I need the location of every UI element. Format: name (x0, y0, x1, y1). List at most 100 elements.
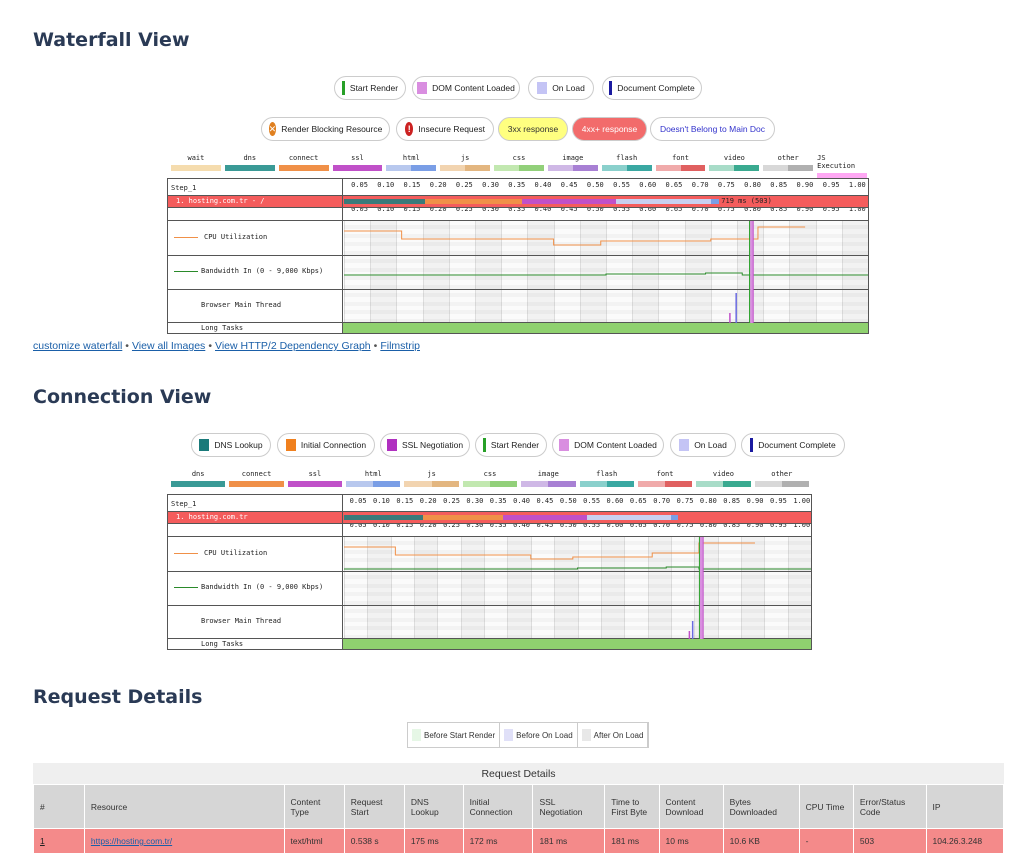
tick-label: 0.85 (723, 521, 741, 529)
tick-label: 0.70 (653, 497, 671, 505)
legend-flash: flash (578, 470, 636, 487)
request-row[interactable]: 1. hosting.com.tr - / 719 ms (503) (168, 196, 868, 207)
tick-label: 1.00 (793, 521, 811, 529)
initial-connection-swatch (285, 439, 296, 451)
grid-column (437, 537, 462, 639)
view-http2-graph-link[interactable]: View HTTP/2 Dependency Graph (215, 340, 371, 352)
grid-column (841, 221, 868, 323)
flag-insecure-request: ! Insecure Request (396, 117, 494, 141)
column-header: Resource (83, 784, 285, 829)
tick-label: 0.20 (429, 181, 447, 189)
dns-lookup-swatch (199, 439, 210, 451)
tick-label: 0.35 (508, 181, 526, 189)
cell-value: - (805, 836, 809, 846)
legend-swatch (494, 165, 544, 171)
start-render-line (698, 537, 700, 639)
marker-label: Start Render (490, 440, 540, 450)
marker-label: Start Render (349, 83, 399, 93)
tick-label: 0.10 (377, 205, 395, 213)
dom-content-loaded-swatch (559, 439, 570, 451)
tick-label: 0.95 (769, 497, 787, 505)
legend-font: font (636, 470, 694, 487)
long-tasks-label: Long Tasks (201, 324, 244, 332)
grid-column (789, 221, 817, 323)
table-cell: 0.538 s (343, 828, 405, 854)
tick-label: 0.50 (586, 205, 604, 213)
legend-label: css (483, 470, 497, 478)
table-cell: 10.6 KB (722, 828, 800, 854)
bandwidth-swatch (174, 270, 198, 272)
cell-value: 10.6 KB (729, 836, 760, 846)
tick-label: 0.30 (482, 205, 499, 213)
legend-video: video (694, 470, 752, 487)
request-number-link[interactable]: 1 (40, 836, 45, 846)
tick-label: 0.90 (746, 497, 764, 505)
legend-css: css (461, 470, 519, 487)
legend-js-execution: JS Execution (815, 154, 869, 179)
grid-column (606, 221, 634, 323)
tick-label: 0.45 (536, 521, 554, 529)
resource-link[interactable]: https://hosting.com.tr/ (90, 836, 173, 846)
request-timing: 719 ms (503) (721, 197, 772, 205)
grid-column (448, 221, 476, 323)
cell-value: 104.26.3.248 (932, 836, 983, 846)
tick-label: 0.10 (373, 521, 390, 529)
marker-on-load: On Load (670, 433, 736, 457)
legend-label: ssl (351, 154, 364, 162)
marker-label: DNS Lookup (214, 440, 263, 450)
tick-label: 0.45 (560, 181, 578, 189)
request-bar-ssl-gap (435, 199, 523, 204)
flag-3xx-response: 3xx response (498, 117, 568, 141)
table-row[interactable]: 1 https://hosting.com.tr/text/html 0.538 s… (33, 828, 1004, 854)
bandwidth-line (344, 566, 811, 570)
connection-type-legend: dns connect ssl html js css image flash font vide… (169, 470, 811, 487)
legend-swatch (817, 173, 867, 179)
cell-value: text/html (290, 836, 323, 846)
view-all-images-link[interactable]: View all Images (131, 340, 206, 352)
filmstrip-link[interactable]: Filmstrip (380, 340, 420, 352)
grid-column (390, 537, 416, 639)
tick-label: 0.80 (744, 181, 761, 189)
table-caption: Request Details (33, 763, 1004, 784)
waterfall-links: customize waterfall • View all Images • View… (33, 340, 420, 352)
connection-title: Connection View (33, 386, 212, 408)
row-separator (168, 511, 811, 512)
legend-js: js (438, 154, 492, 179)
waterfall-type-legend: wait dns connect ssl html js css image flash font… (169, 154, 869, 179)
tick-label: 0.70 (653, 521, 671, 529)
legend-js: js (402, 470, 460, 487)
grid-column (367, 537, 392, 639)
grid-column (647, 537, 672, 639)
tick-label: 0.45 (536, 497, 554, 505)
grid-column (764, 537, 789, 639)
request-row-label: 1. hosting.com.tr (176, 513, 248, 521)
legend-swatch (601, 165, 652, 171)
bandwidth-label: Bandwidth In (0 - 9,000 Kbps) (174, 267, 323, 275)
request-details-table-wrap: Request Details # Resource Content Type Req… (33, 763, 1004, 854)
tick-label: 0.70 (691, 205, 709, 213)
legend-label: image (562, 154, 584, 162)
legend-label: ssl (308, 470, 322, 478)
grid-column (527, 221, 555, 323)
tick-label: 0.55 (583, 521, 601, 529)
tick-label: 0.90 (796, 205, 814, 213)
column-header: Content Type (283, 784, 345, 829)
marker-dom-content-loaded: DOM Content Loaded (412, 76, 520, 100)
tick-label: 0.65 (665, 181, 683, 189)
request-row[interactable]: 1. hosting.com.tr (168, 512, 811, 523)
legend-image: image (546, 154, 600, 179)
tick-label: 0.15 (396, 497, 414, 505)
tick-label: 0.30 (466, 521, 484, 529)
cell-value: 172 ms (469, 836, 498, 846)
column-header: Initial Connection (462, 784, 534, 829)
marker-label: On Load (694, 440, 727, 450)
legend-html: html (344, 470, 402, 487)
legend-swatch (440, 165, 491, 171)
column-header: Error/Status Code (852, 784, 927, 829)
legend-label: connect (241, 470, 272, 478)
customize-waterfall-link[interactable]: customize waterfall (33, 340, 123, 352)
marker-dom-content-loaded: DOM Content Loaded (552, 433, 664, 457)
marker-label: Document Complete (758, 440, 836, 450)
long-tasks-bar (343, 639, 811, 649)
column-header: Content Download (658, 784, 724, 829)
